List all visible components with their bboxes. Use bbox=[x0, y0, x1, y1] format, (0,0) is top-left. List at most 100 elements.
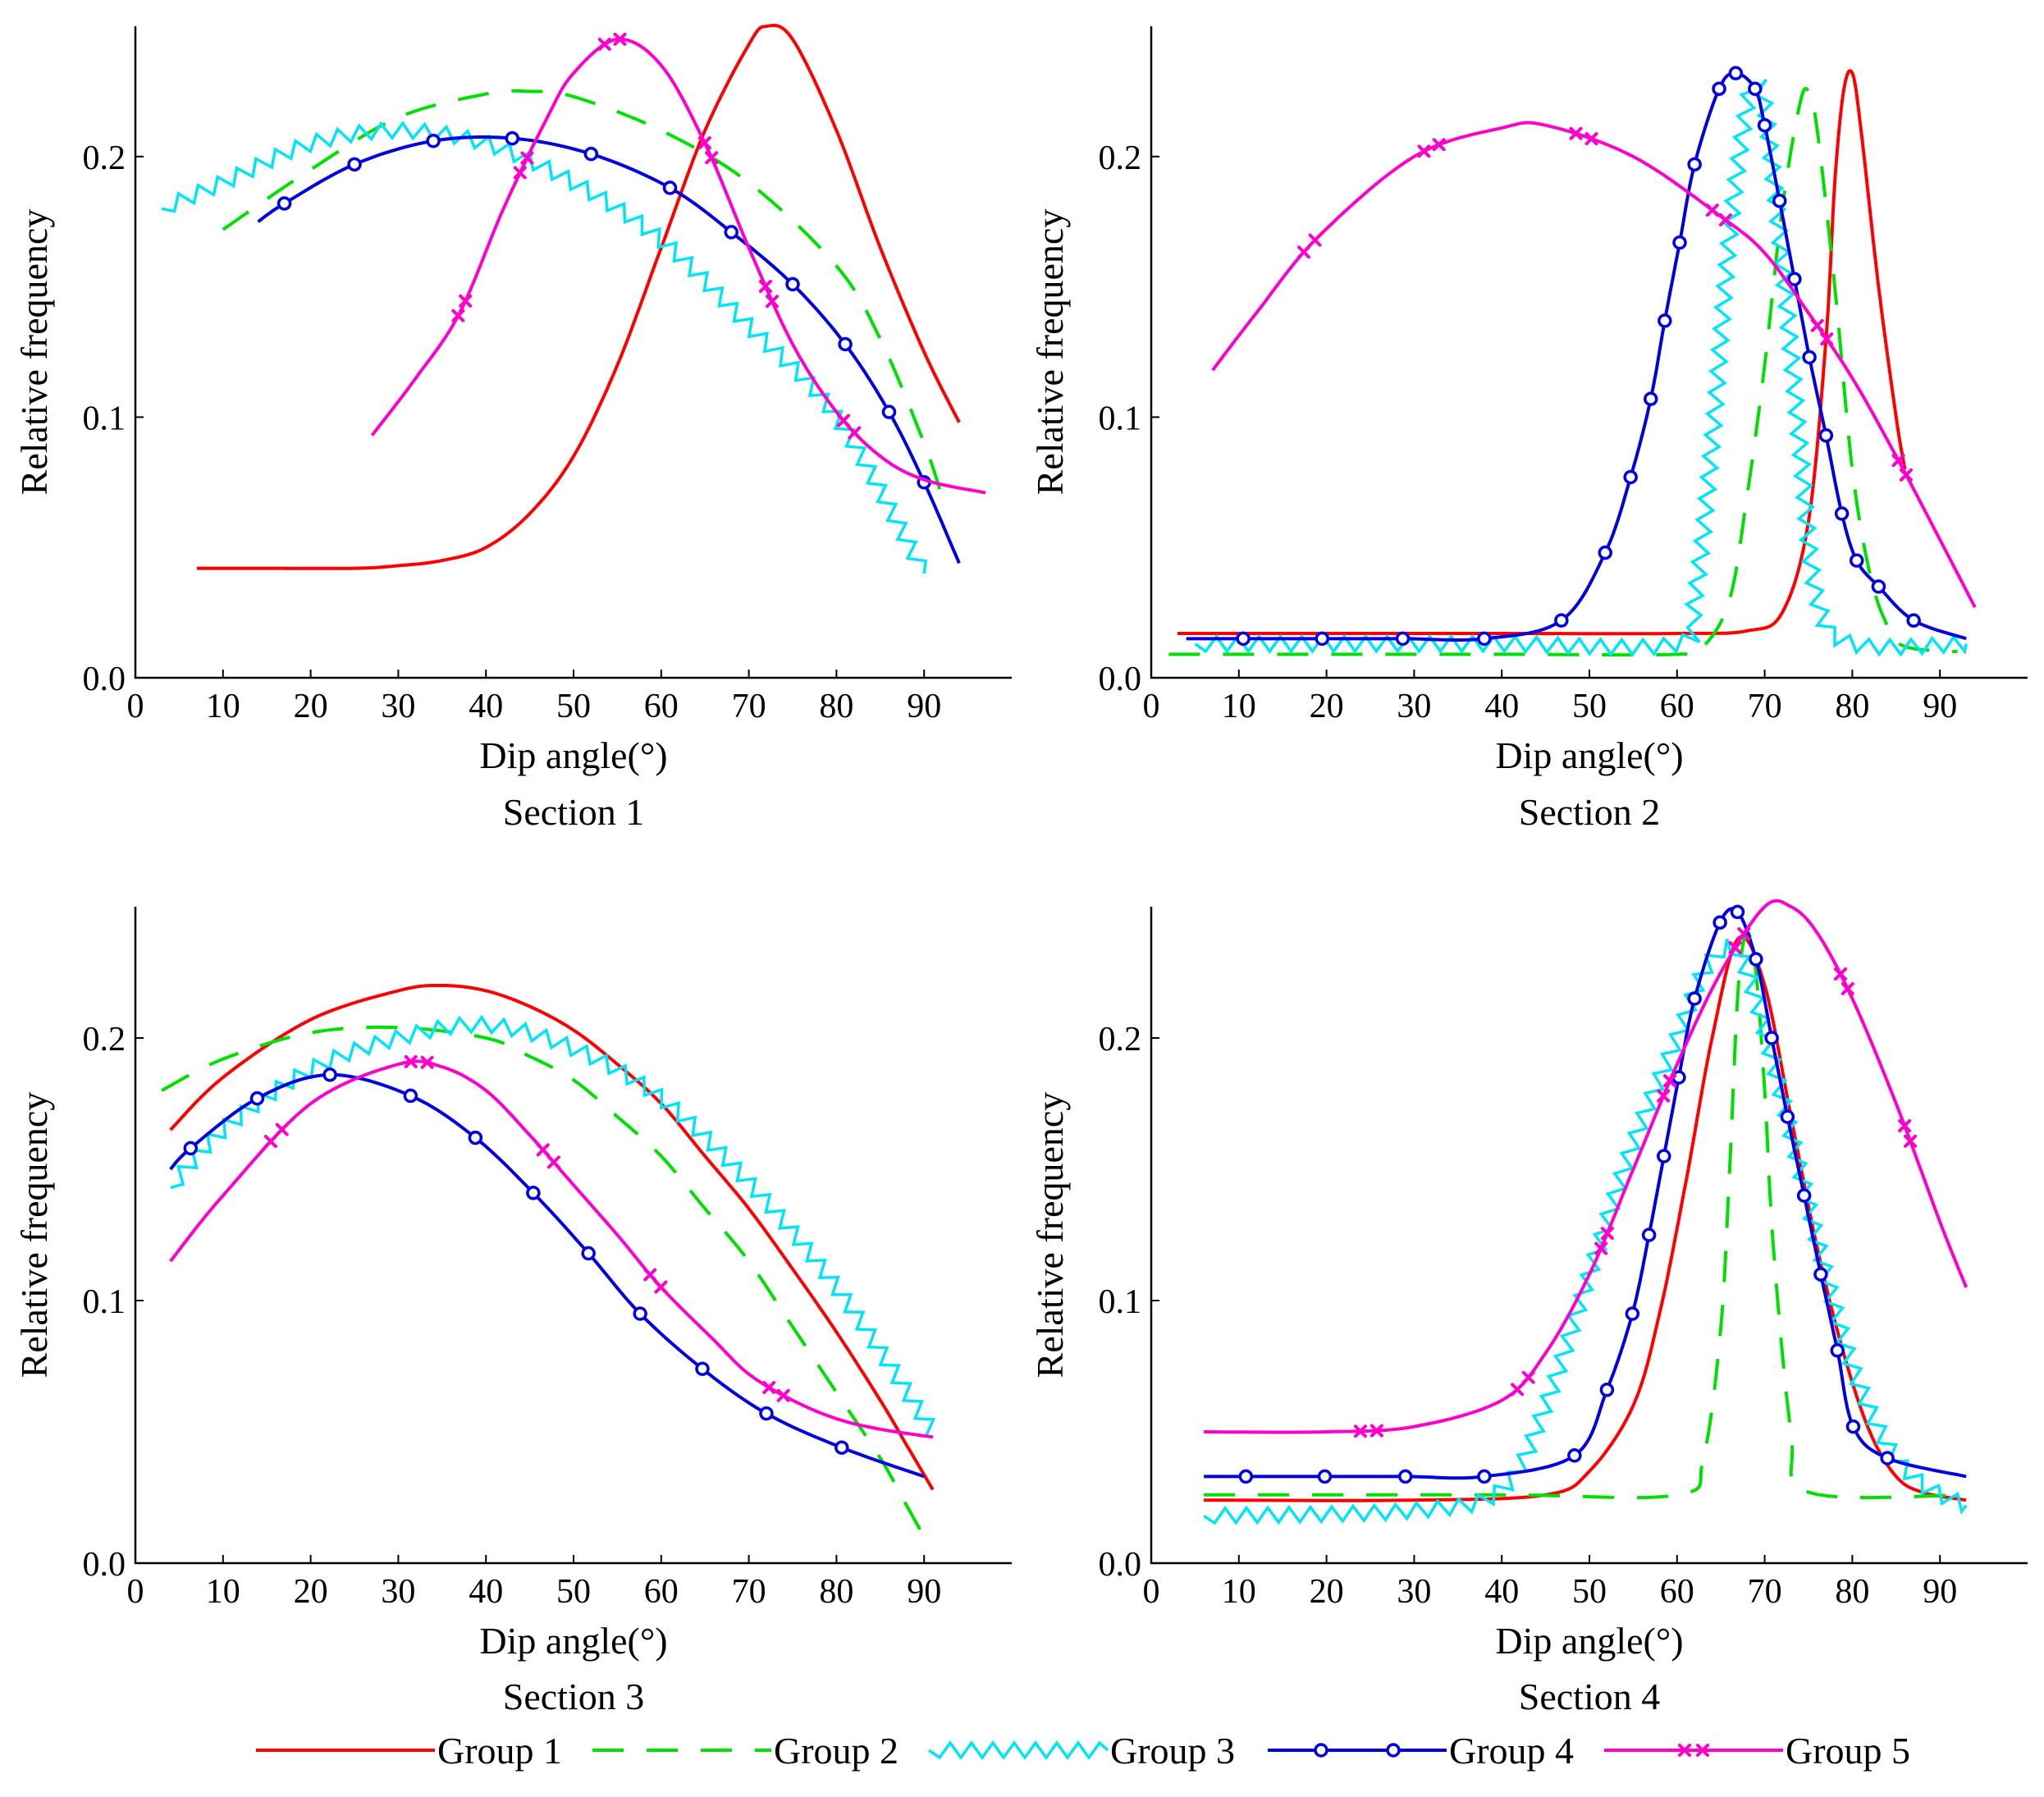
series-marker-group-5 bbox=[1737, 926, 1751, 940]
series-marker-group-4 bbox=[881, 405, 897, 419]
x-tick-label: 80 bbox=[819, 688, 853, 725]
series-marker-group-4 bbox=[1672, 235, 1687, 250]
series-line-group-5 bbox=[370, 37, 986, 495]
series-marker-group-5 bbox=[654, 1280, 668, 1294]
y-tick-label: 0.2 bbox=[83, 139, 126, 177]
series-marker-group-4 bbox=[1397, 1469, 1413, 1484]
series-marker-group-4 bbox=[347, 157, 362, 172]
series-marker-group-4 bbox=[1658, 313, 1672, 328]
x-axis-title: Dip angle(°) bbox=[1495, 734, 1683, 776]
series-marker-group-5 bbox=[1904, 1134, 1918, 1148]
x-axis-title: Dip angle(°) bbox=[479, 1620, 667, 1662]
series-marker-group-4 bbox=[505, 130, 519, 146]
series-marker-group-5 bbox=[546, 1155, 560, 1169]
x-tick-label: 10 bbox=[206, 1573, 240, 1611]
legend-marker-group-4 bbox=[1314, 1743, 1328, 1758]
series-marker-group-5 bbox=[1370, 1424, 1383, 1438]
panel-section-2: 0 10 20 30 40 50 60 70 80 90 0.0 0.1 0.2 Dip angle(°)… bbox=[1029, 26, 2028, 833]
x-tick-label: 50 bbox=[1572, 688, 1607, 725]
x-axis-title: Dip angle(°) bbox=[1495, 1620, 1683, 1662]
x-tick-label: 50 bbox=[556, 1573, 591, 1611]
legend-swatch-group-3 bbox=[928, 1740, 1109, 1760]
series-line-group-2 bbox=[1204, 931, 1967, 1500]
x-tick-label: 30 bbox=[1397, 688, 1431, 725]
series-marker-group-4 bbox=[1757, 117, 1772, 133]
series-marker-group-4 bbox=[1598, 545, 1612, 560]
series-marker-group-4 bbox=[695, 1361, 710, 1376]
series-marker-group-5 bbox=[762, 1380, 776, 1394]
x-tick-label: 80 bbox=[1835, 688, 1869, 725]
series-marker-group-4 bbox=[1567, 1448, 1582, 1463]
series-marker-group-4 bbox=[1849, 553, 1864, 568]
series-marker-group-4 bbox=[1625, 1306, 1640, 1321]
x-tick-label: 70 bbox=[732, 688, 766, 725]
series-marker-group-5 bbox=[1600, 1226, 1614, 1240]
series-marker-group-4 bbox=[1730, 904, 1745, 920]
series-marker-group-4 bbox=[1796, 1188, 1812, 1203]
series-line-group-2 bbox=[222, 89, 944, 496]
y-axis-title: Relative frequency bbox=[1029, 209, 1071, 496]
x-tick-label: 20 bbox=[1310, 1573, 1344, 1611]
series-marker-group-4 bbox=[426, 133, 441, 149]
series-marker-group-5 bbox=[1718, 213, 1732, 227]
series-line-group-5 bbox=[1204, 898, 1969, 1434]
x-tick-label: 0 bbox=[127, 1573, 144, 1611]
series-marker-group-5 bbox=[1417, 144, 1431, 158]
x-tick-label: 10 bbox=[1222, 1573, 1256, 1611]
series-line-group-4 bbox=[257, 135, 961, 565]
series-marker-group-5 bbox=[275, 1123, 289, 1136]
series-marker-group-5 bbox=[1820, 332, 1834, 346]
series-marker-group-5 bbox=[1584, 132, 1598, 146]
series-marker-group-4 bbox=[1554, 613, 1569, 628]
series-marker-group-5 bbox=[1569, 126, 1583, 140]
panel-title: Section 4 bbox=[1519, 1676, 1660, 1717]
series-marker-group-5 bbox=[1705, 203, 1719, 217]
series-line-group-2 bbox=[1168, 86, 1958, 657]
series-marker-group-4 bbox=[785, 277, 800, 292]
x-tick-label: 60 bbox=[1660, 688, 1694, 725]
axes-section-1 bbox=[134, 26, 1012, 679]
y-tick-label: 0.0 bbox=[83, 661, 126, 698]
series-marker-group-4 bbox=[1780, 1109, 1795, 1124]
x-tick-label: 30 bbox=[381, 688, 415, 725]
x-tick-label: 0 bbox=[1143, 1573, 1160, 1611]
x-tick-label: 60 bbox=[644, 1573, 679, 1611]
x-tick-label: 50 bbox=[1572, 1573, 1607, 1611]
series-marker-group-4 bbox=[1599, 1383, 1615, 1397]
y-tick-label: 0.2 bbox=[1099, 139, 1142, 177]
series-marker-group-4 bbox=[1845, 1419, 1861, 1434]
series-marker-group-5 bbox=[263, 1134, 277, 1148]
series-marker-group-4 bbox=[1880, 1451, 1895, 1465]
x-tick-label: 90 bbox=[1923, 688, 1957, 725]
x-tick-label: 0 bbox=[1143, 688, 1160, 725]
series-marker-group-5 bbox=[1810, 318, 1824, 332]
y-tick-label: 0.0 bbox=[1099, 1546, 1142, 1584]
series-marker-group-4 bbox=[838, 336, 853, 352]
series-marker-group-4 bbox=[1395, 631, 1411, 647]
legend-label-group-1: Group 1 bbox=[437, 1730, 562, 1772]
legend: Group 1 Group 2 Group 3 Group 4 Group 5 bbox=[256, 1730, 1910, 1772]
series-line-group-1 bbox=[1177, 69, 1907, 636]
y-tick-label: 0.0 bbox=[1099, 661, 1142, 698]
x-tick-label: 70 bbox=[1748, 1573, 1782, 1611]
series-marker-group-4 bbox=[662, 181, 678, 195]
series-marker-group-4 bbox=[1236, 631, 1251, 647]
panel-title: Section 3 bbox=[503, 1676, 644, 1717]
series-marker-group-5 bbox=[1353, 1424, 1367, 1438]
x-tick-label: 40 bbox=[1484, 688, 1519, 725]
series-marker-group-5 bbox=[613, 32, 627, 46]
panel-title: Section 1 bbox=[503, 791, 644, 833]
y-axis-title: Relative frequency bbox=[1029, 1092, 1071, 1379]
series-marker-group-4 bbox=[1802, 350, 1817, 365]
series-line-group-3 bbox=[170, 1014, 936, 1439]
x-tick-label: 10 bbox=[206, 688, 240, 725]
series-marker-group-4 bbox=[1315, 631, 1330, 647]
series-line-group-1 bbox=[1204, 935, 1967, 1502]
series-marker-group-4 bbox=[724, 225, 738, 240]
x-tick-label: 60 bbox=[644, 688, 679, 725]
series-marker-group-4 bbox=[1317, 1469, 1333, 1484]
series-marker-group-5 bbox=[1594, 1241, 1608, 1255]
x-tick-label: 70 bbox=[1748, 688, 1782, 725]
series-marker-group-4 bbox=[1834, 506, 1850, 521]
series-line-group-4 bbox=[1186, 71, 1967, 642]
